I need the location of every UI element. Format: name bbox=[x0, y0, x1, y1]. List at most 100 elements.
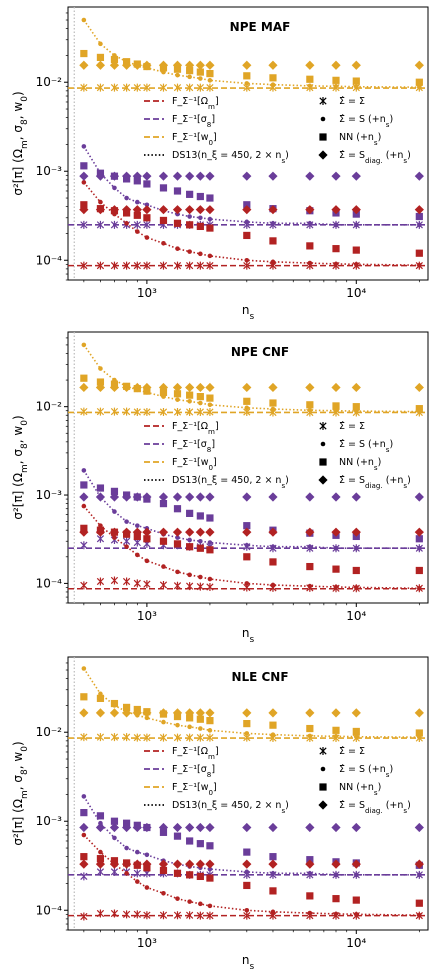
data-point bbox=[173, 219, 182, 227]
data-point bbox=[135, 229, 140, 234]
data-point bbox=[332, 726, 340, 734]
data-point bbox=[173, 540, 182, 548]
data-point bbox=[305, 708, 315, 718]
data-point bbox=[187, 249, 192, 254]
data-point bbox=[417, 545, 422, 551]
legend-label: F_Σ⁻¹[w0] bbox=[172, 132, 217, 147]
legend: F_Σ⁻¹[Ωm] F_Σ⁻¹[σ8] F_Σ⁻¹[w0] DS13(n_ξ = 45… bbox=[144, 421, 411, 490]
data-point bbox=[121, 822, 132, 833]
data-point bbox=[144, 558, 150, 564]
data-point bbox=[159, 580, 168, 589]
data-point bbox=[307, 221, 313, 226]
data-point bbox=[198, 251, 203, 257]
data-point bbox=[207, 253, 213, 259]
x-axis-label: ns bbox=[242, 303, 255, 322]
data-point bbox=[268, 527, 278, 537]
data-point bbox=[307, 871, 313, 876]
data-point bbox=[352, 246, 360, 254]
data-point bbox=[79, 708, 89, 718]
data-point bbox=[195, 171, 205, 181]
data-point bbox=[198, 726, 203, 731]
data-point bbox=[242, 60, 252, 70]
data-point bbox=[352, 896, 360, 904]
data-point bbox=[159, 261, 168, 270]
data-point bbox=[161, 564, 166, 569]
data-point bbox=[268, 708, 278, 718]
data-point bbox=[80, 541, 88, 550]
data-point bbox=[172, 822, 183, 833]
data-point bbox=[268, 492, 278, 502]
legend-label: Σ̂ = S (+ns) bbox=[339, 439, 393, 454]
data-point bbox=[305, 205, 315, 215]
data-point bbox=[270, 406, 276, 412]
data-point bbox=[95, 822, 106, 833]
data-point bbox=[331, 859, 341, 869]
data-point bbox=[109, 382, 120, 393]
legend-label: F_Σ⁻¹[σ8] bbox=[172, 439, 215, 454]
data-point bbox=[159, 911, 168, 920]
legend-marker-swatch bbox=[319, 97, 327, 105]
y-axis-label: σ²[π] (Ωm, σ8, w0) bbox=[11, 415, 30, 519]
data-point bbox=[331, 708, 341, 718]
data-point bbox=[79, 171, 89, 181]
legend: F_Σ⁻¹[Ωm] F_Σ⁻¹[σ8] F_Σ⁻¹[w0] DS13(n_ξ = 45… bbox=[144, 746, 411, 815]
data-point bbox=[96, 484, 105, 492]
series-x-w_0 bbox=[80, 733, 423, 743]
data-point bbox=[158, 205, 169, 215]
data-point bbox=[133, 869, 141, 878]
data-point bbox=[143, 911, 151, 920]
legend-label: Σ̂ = Σ bbox=[339, 421, 365, 432]
data-point bbox=[351, 822, 361, 833]
data-point bbox=[415, 212, 423, 221]
series-square-w_0 bbox=[80, 693, 423, 737]
y-tick-label: 10⁻⁴ bbox=[36, 576, 63, 590]
data-point bbox=[198, 538, 203, 544]
data-point bbox=[198, 901, 203, 907]
data-point bbox=[186, 543, 194, 551]
legend-marker-swatch bbox=[318, 475, 328, 485]
data-point bbox=[185, 171, 195, 181]
data-point bbox=[206, 546, 214, 554]
data-point bbox=[196, 68, 204, 76]
chart-panel-3: 10³ 10⁴ 10⁻⁴ 10⁻³ 10⁻² ns σ²[π] (Ωm, σ8, w0) NL… bbox=[11, 656, 429, 972]
data-point bbox=[206, 733, 214, 742]
data-point bbox=[161, 241, 166, 246]
data-point bbox=[121, 382, 132, 393]
data-point bbox=[242, 527, 252, 537]
data-point bbox=[414, 859, 424, 869]
data-point bbox=[133, 733, 141, 742]
data-point bbox=[206, 717, 214, 725]
data-point bbox=[95, 171, 106, 181]
data-point bbox=[143, 535, 151, 543]
data-point bbox=[109, 171, 120, 181]
data-point bbox=[332, 895, 340, 903]
data-point bbox=[195, 60, 205, 70]
data-point bbox=[331, 527, 341, 537]
data-point bbox=[172, 859, 183, 869]
legend-label: Σ̂ = Σ bbox=[339, 96, 365, 107]
data-point bbox=[333, 222, 339, 228]
data-point bbox=[243, 72, 251, 80]
data-point bbox=[132, 171, 142, 181]
ds13-curve-w_0 bbox=[83, 19, 420, 88]
data-point bbox=[143, 733, 151, 742]
data-point bbox=[142, 859, 152, 869]
data-point bbox=[270, 259, 276, 265]
data-point bbox=[159, 537, 168, 545]
data-point bbox=[268, 382, 278, 393]
series-diamond-w_0 bbox=[79, 708, 424, 718]
data-point bbox=[270, 732, 276, 737]
data-point bbox=[95, 60, 106, 70]
data-point bbox=[173, 869, 182, 877]
data-point bbox=[244, 405, 250, 411]
data-point bbox=[242, 205, 252, 215]
data-point bbox=[307, 544, 313, 550]
data-point bbox=[307, 583, 313, 589]
data-point bbox=[121, 527, 132, 537]
data-point bbox=[415, 729, 423, 737]
ds13-curve-omega_m bbox=[83, 834, 420, 916]
data-point bbox=[81, 666, 87, 671]
data-point bbox=[96, 577, 105, 586]
legend-label: F_Σ⁻¹[Ωm] bbox=[172, 746, 219, 761]
data-point bbox=[195, 382, 205, 393]
